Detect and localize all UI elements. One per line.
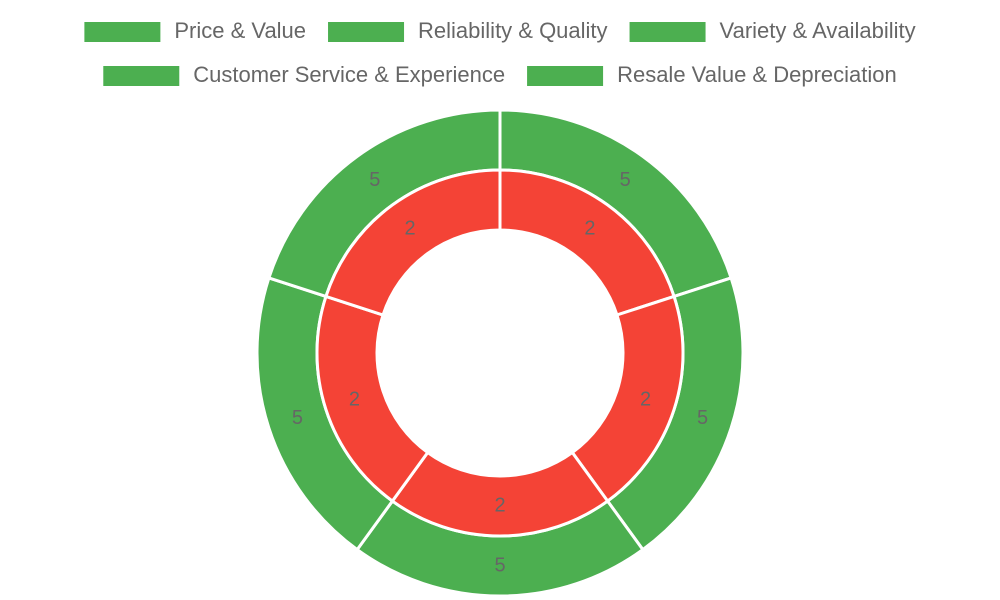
legend-item: Resale Value & Depreciation [527,62,897,87]
slice [324,168,502,317]
value-label: 2 [584,218,595,240]
legend-swatch [84,22,161,42]
legend-item: Price & Value [84,18,306,43]
legend-item: Variety & Availability [629,18,916,43]
legend-label: Price & Value [174,18,306,43]
value-label: 5 [292,407,303,429]
legend-swatch [328,22,405,42]
legend-swatch [527,66,604,86]
legend-label: Variety & Availability [720,18,916,43]
value-label: 2 [640,389,651,411]
value-label: 5 [494,554,505,576]
value-label: 5 [369,169,380,191]
legend-item: Customer Service & Experience [103,62,505,87]
value-label: 5 [697,407,708,429]
value-label: 2 [494,494,505,516]
legend-label: Customer Service & Experience [193,62,505,87]
legend-label: Resale Value & Depreciation [617,62,897,87]
value-label: 2 [349,389,360,411]
legend-item: Reliability & Quality [328,18,608,43]
legend-label: Reliability & Quality [418,18,608,43]
legend-swatch [103,66,180,86]
value-label: 5 [620,169,631,191]
value-label: 2 [405,218,416,240]
legend-swatch [629,22,706,42]
